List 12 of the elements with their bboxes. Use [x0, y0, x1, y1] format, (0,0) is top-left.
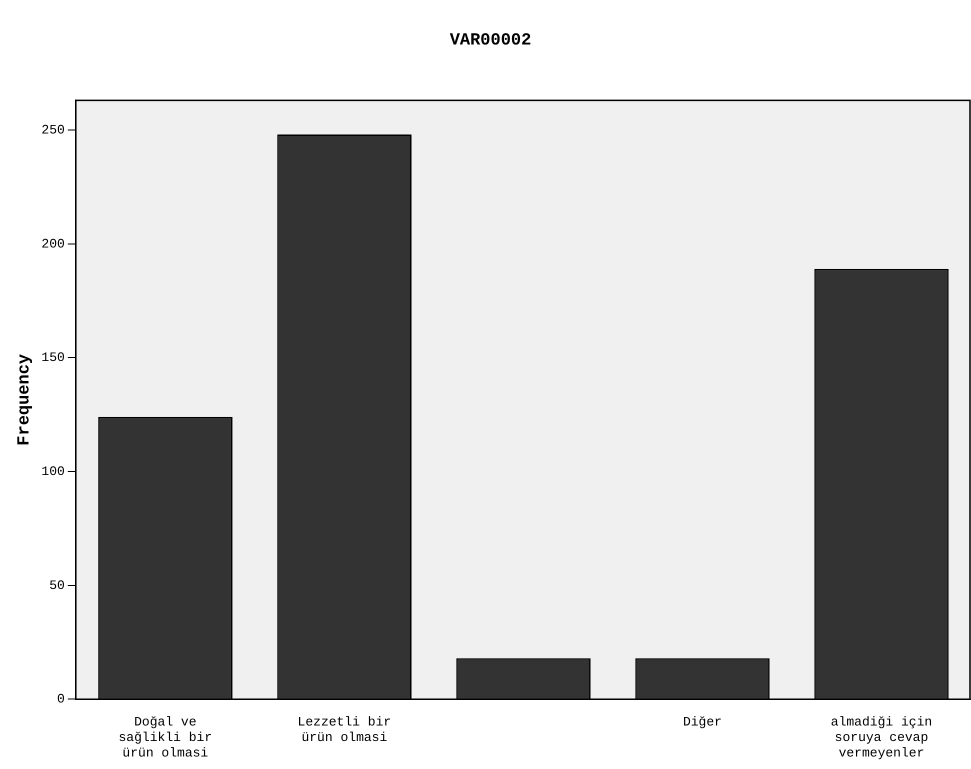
y-tick-label: 0: [56, 692, 65, 707]
x-tick-label: Diğer: [682, 714, 722, 730]
x-tick-label: Lezzetli bir ürün olmasi: [298, 714, 392, 746]
chart-title: VAR00002: [450, 31, 532, 50]
y-tick-label: 150: [41, 350, 65, 366]
x-tick-label: almadiği için soruya cevap vermeyenler: [830, 714, 932, 761]
y-axis-title: Frequency: [15, 354, 34, 446]
y-tick-label: 200: [41, 236, 65, 252]
x-tick-label: Doğal ve sağlikli bir ürün olmasi: [118, 714, 212, 761]
y-tick-label: 50: [49, 578, 65, 593]
y-tick-label: 250: [41, 122, 65, 138]
y-tick-label: 100: [41, 464, 65, 479]
